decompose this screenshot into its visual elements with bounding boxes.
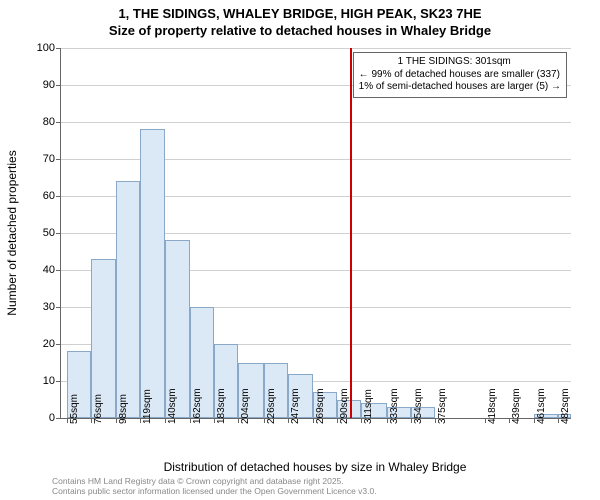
histogram-bar bbox=[140, 129, 164, 418]
xtick-mark bbox=[387, 418, 388, 423]
xtick-label: 333sqm bbox=[389, 388, 400, 424]
xtick-label: 290sqm bbox=[339, 388, 350, 424]
ytick-mark bbox=[56, 196, 61, 197]
xtick-mark bbox=[509, 418, 510, 423]
ytick-mark bbox=[56, 159, 61, 160]
xtick-label: 375sqm bbox=[437, 388, 448, 424]
xtick-label: 461sqm bbox=[536, 388, 547, 424]
ytick-mark bbox=[56, 270, 61, 271]
plot-area: 010203040506070809010055sqm76sqm98sqm119… bbox=[60, 48, 571, 419]
xtick-label: 226sqm bbox=[266, 388, 277, 424]
xtick-label: 119sqm bbox=[142, 389, 153, 424]
ytick-label: 50 bbox=[43, 227, 55, 239]
ytick-mark bbox=[56, 307, 61, 308]
ytick-mark bbox=[56, 344, 61, 345]
histogram-bar bbox=[116, 181, 140, 418]
xtick-mark bbox=[91, 418, 92, 423]
ytick-label: 80 bbox=[43, 116, 55, 128]
xtick-label: 439sqm bbox=[511, 388, 522, 424]
reference-line bbox=[350, 48, 352, 418]
xtick-label: 418sqm bbox=[487, 388, 498, 424]
ytick-mark bbox=[56, 381, 61, 382]
ytick-label: 90 bbox=[43, 79, 55, 91]
xtick-label: 98sqm bbox=[118, 394, 129, 424]
y-axis-label: Number of detached properties bbox=[5, 150, 19, 315]
xtick-label: 140sqm bbox=[167, 388, 178, 424]
xtick-label: 247sqm bbox=[290, 388, 301, 424]
ytick-label: 40 bbox=[43, 264, 55, 276]
xtick-mark bbox=[67, 418, 68, 423]
ytick-mark bbox=[56, 418, 61, 419]
xtick-mark bbox=[485, 418, 486, 423]
ytick-label: 10 bbox=[43, 375, 55, 387]
xtick-mark bbox=[534, 418, 535, 423]
ytick-label: 100 bbox=[37, 42, 55, 54]
gridline bbox=[61, 122, 571, 123]
xtick-mark bbox=[214, 418, 215, 423]
xtick-mark bbox=[288, 418, 289, 423]
xtick-label: 311sqm bbox=[363, 389, 374, 424]
xtick-label: 55sqm bbox=[69, 394, 80, 424]
footer-line2: Contains public sector information licen… bbox=[52, 487, 377, 497]
xtick-mark bbox=[435, 418, 436, 423]
ytick-label: 70 bbox=[43, 153, 55, 165]
footer-attribution: Contains HM Land Registry data © Crown c… bbox=[52, 477, 377, 497]
xtick-label: 183sqm bbox=[216, 388, 227, 424]
xtick-label: 76sqm bbox=[93, 394, 104, 424]
annotation-box: 1 THE SIDINGS: 301sqm ← 99% of detached … bbox=[353, 52, 567, 98]
xtick-label: 354sqm bbox=[413, 388, 424, 424]
chart-container: 1, THE SIDINGS, WHALEY BRIDGE, HIGH PEAK… bbox=[0, 0, 600, 500]
xtick-mark bbox=[264, 418, 265, 423]
xtick-mark bbox=[165, 418, 166, 423]
chart-title-line2: Size of property relative to detached ho… bbox=[0, 23, 600, 40]
ytick-label: 60 bbox=[43, 190, 55, 202]
ytick-mark bbox=[56, 85, 61, 86]
gridline bbox=[61, 48, 571, 49]
ytick-mark bbox=[56, 48, 61, 49]
ytick-label: 0 bbox=[49, 412, 55, 424]
ytick-mark bbox=[56, 233, 61, 234]
xtick-label: 269sqm bbox=[315, 388, 326, 424]
ytick-label: 30 bbox=[43, 301, 55, 313]
xtick-label: 204sqm bbox=[240, 388, 251, 424]
chart-title: 1, THE SIDINGS, WHALEY BRIDGE, HIGH PEAK… bbox=[0, 6, 600, 40]
gridline bbox=[61, 159, 571, 160]
xtick-mark bbox=[190, 418, 191, 423]
ytick-label: 20 bbox=[43, 338, 55, 350]
x-axis-label: Distribution of detached houses by size … bbox=[60, 460, 570, 474]
xtick-mark bbox=[313, 418, 314, 423]
ytick-mark bbox=[56, 122, 61, 123]
xtick-mark bbox=[411, 418, 412, 423]
xtick-label: 482sqm bbox=[560, 388, 571, 424]
xtick-label: 162sqm bbox=[192, 388, 203, 424]
chart-title-line1: 1, THE SIDINGS, WHALEY BRIDGE, HIGH PEAK… bbox=[0, 6, 600, 23]
